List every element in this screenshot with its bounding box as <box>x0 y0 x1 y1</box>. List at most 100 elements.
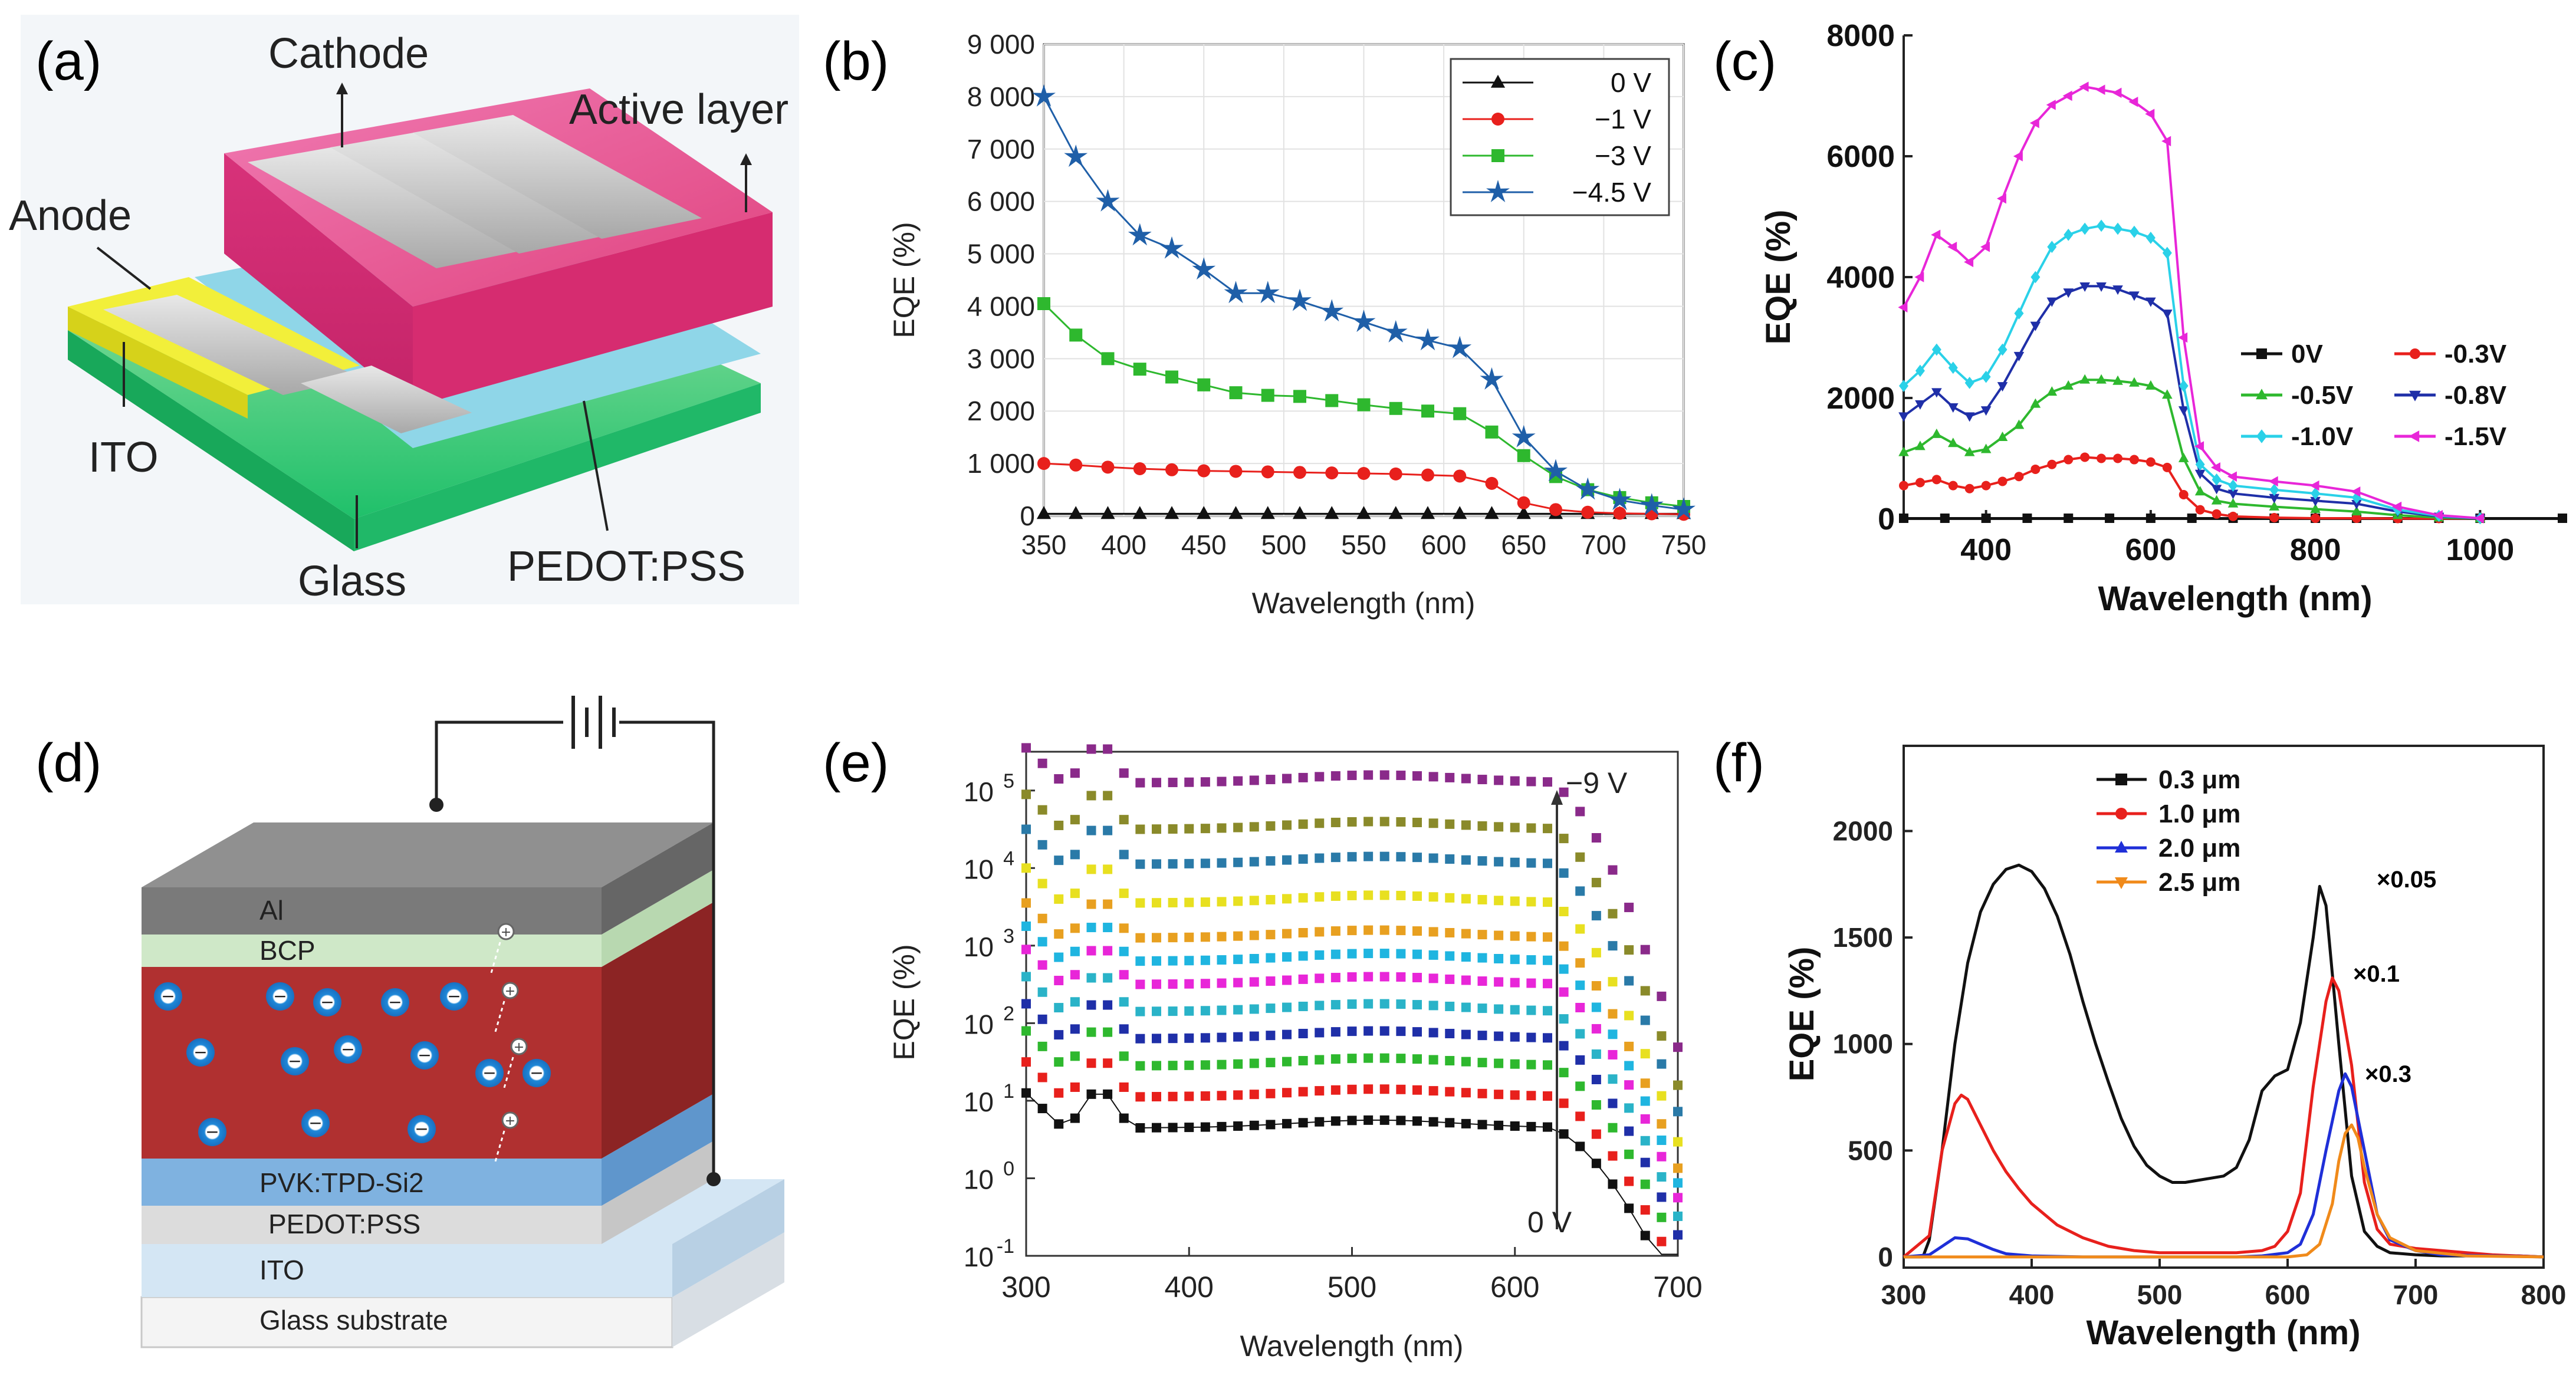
data-point <box>1184 824 1194 834</box>
data-point <box>1379 890 1389 900</box>
glass-front <box>354 383 761 551</box>
data-point <box>1543 1006 1552 1016</box>
panel-b: (b) 350 400 450 500 550 600 650 700 750 0 1 000 2 0… <box>823 29 1706 620</box>
x-axis-label-c: Wavelength (nm) <box>2098 580 2372 618</box>
data-point <box>1233 1090 1243 1100</box>
data-point <box>1086 825 1096 835</box>
data-point <box>1477 953 1487 963</box>
y-tick-label: 10 <box>964 932 994 962</box>
data-point <box>1396 1026 1406 1036</box>
pvk-layer <box>142 1159 602 1206</box>
data-point <box>1200 1033 1210 1043</box>
data-point <box>1591 1100 1601 1110</box>
negative-ion <box>381 988 409 1016</box>
data-point <box>1494 977 1504 987</box>
data-point <box>1526 1059 1536 1070</box>
data-point <box>1673 1178 1683 1188</box>
y-tick-label: 1500 <box>1833 922 1893 953</box>
data-point <box>1657 1212 1667 1222</box>
data-point <box>1165 463 1178 476</box>
data-point <box>1200 932 1210 942</box>
contact-dot <box>429 798 443 812</box>
y-tick-label: 8000 <box>1826 19 1895 53</box>
legend-marker <box>2256 389 2268 400</box>
x-tick-label: 750 <box>1661 529 1707 560</box>
data-point <box>1947 403 1959 413</box>
data-point <box>1070 768 1080 778</box>
data-point <box>1315 1001 1325 1011</box>
data-point <box>1445 854 1455 864</box>
data-point <box>1152 778 1161 788</box>
data-point <box>1672 497 1696 520</box>
data-point <box>1494 857 1504 867</box>
y-tick-label: 0 <box>1878 1242 1893 1272</box>
data-point <box>1510 1059 1520 1069</box>
data-point <box>1428 1055 1438 1065</box>
data-point <box>1352 310 1376 333</box>
data-point <box>2269 501 2280 511</box>
data-point <box>1363 949 1374 959</box>
y-axis-label-c: EQE (%) <box>1759 210 1798 345</box>
data-point <box>1315 973 1325 983</box>
data-point <box>1330 891 1340 901</box>
data-point <box>1086 973 1096 983</box>
data-point <box>1931 229 1941 241</box>
data-point <box>1119 1024 1129 1034</box>
data-point <box>1980 443 1992 453</box>
data-point <box>1261 465 1274 479</box>
legend-label: -1.5V <box>2444 422 2507 451</box>
x-tick-label: 600 <box>2265 1279 2311 1310</box>
data-point <box>1086 923 1096 933</box>
active-layer-arrowhead <box>740 153 752 165</box>
data-point <box>1228 506 1243 519</box>
data-point <box>1947 241 1957 252</box>
data-point <box>1591 1129 1601 1139</box>
data-point <box>1054 1057 1064 1067</box>
data-point <box>1132 506 1147 519</box>
data-point <box>1070 1082 1080 1092</box>
ion-sign: − <box>341 1039 354 1059</box>
data-point <box>1037 1014 1047 1024</box>
data-point <box>1133 363 1146 376</box>
data-point <box>1249 896 1259 906</box>
data-point <box>1477 1003 1487 1014</box>
data-point <box>1673 1193 1683 1203</box>
data-point <box>1657 1091 1667 1101</box>
data-point <box>1510 931 1520 941</box>
pedot-side-d <box>602 1141 714 1244</box>
data-point <box>1266 1088 1276 1098</box>
data-point <box>1119 923 1129 933</box>
y-axis-label-f: EQE (%) <box>1783 947 1821 1082</box>
data-point <box>1591 1049 1601 1059</box>
data-point <box>1298 1087 1308 1097</box>
data-point <box>1575 1111 1585 1121</box>
data-point <box>1673 1163 1683 1173</box>
data-point <box>1217 823 1227 833</box>
data-point <box>1559 941 1569 951</box>
data-point <box>1036 506 1052 519</box>
data-point <box>1494 1004 1504 1014</box>
data-point <box>1070 946 1080 956</box>
data-point <box>1168 778 1178 788</box>
data-point <box>1510 822 1520 833</box>
data-point <box>2309 480 2319 491</box>
data-point <box>1200 824 1210 834</box>
data-point <box>1526 1005 1536 1015</box>
data-point <box>1947 437 1959 447</box>
data-point <box>1428 853 1438 863</box>
data-point <box>2227 489 2239 499</box>
data-point <box>1119 970 1129 980</box>
data-point <box>1559 964 1569 974</box>
data-point <box>1657 1031 1667 1041</box>
data-point <box>1591 947 1601 957</box>
data-point <box>1315 853 1325 863</box>
data-point <box>1396 926 1406 936</box>
data-point <box>1673 1080 1683 1090</box>
data-point <box>1445 1028 1455 1038</box>
data-point <box>1168 1034 1178 1044</box>
data-point <box>1657 1172 1667 1182</box>
data-point <box>1964 483 1974 493</box>
axis-ticks-c: 400 600 800 1000 0 2000 4000 6000 8000 <box>1826 19 2514 567</box>
panel-c-label: (c) <box>1713 31 1776 91</box>
label-ito: ITO <box>88 434 159 481</box>
